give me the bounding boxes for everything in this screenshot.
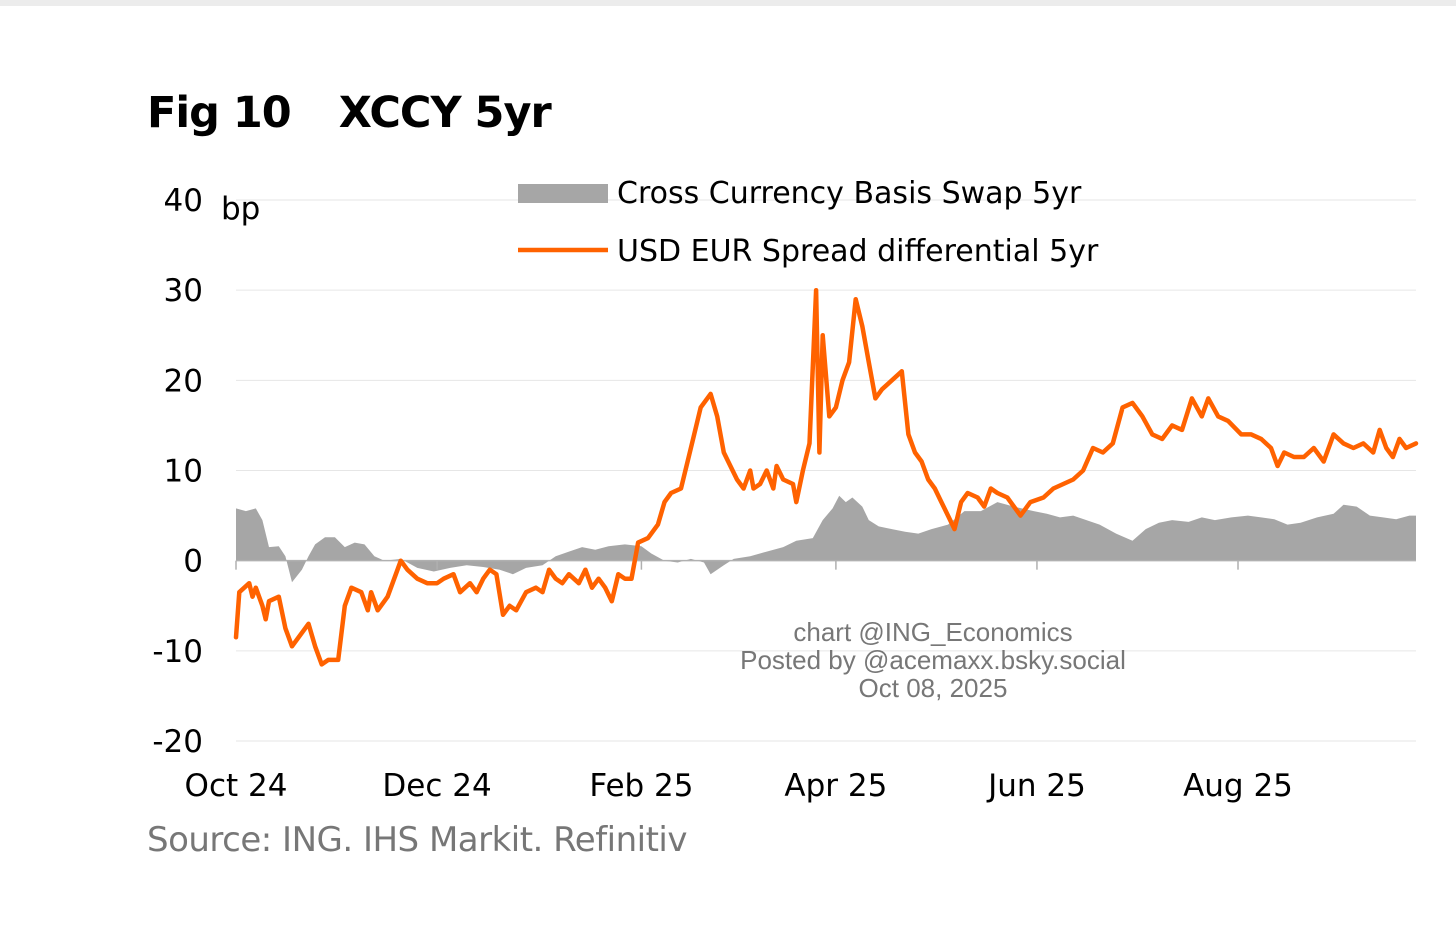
source-note: Source: ING. IHS Markit. Refinitiv xyxy=(147,820,688,860)
chart-legend: Cross Currency Basis Swap 5yr USD EUR Spr… xyxy=(518,176,1099,269)
legend-label-spread: USD EUR Spread differential 5yr xyxy=(617,234,1099,269)
x-tick-label: Apr 25 xyxy=(784,768,887,804)
x-tick-label: Oct 24 xyxy=(185,768,288,804)
spread-differential-line xyxy=(233,287,1419,667)
figure-title-text: XCCY 5yr xyxy=(338,88,552,138)
y-tick-label: -20 xyxy=(152,724,203,760)
watermark-line-1: chart @ING_Economics xyxy=(793,617,1073,647)
legend-swatch-basis-swap xyxy=(518,184,608,203)
y-tick-label: -10 xyxy=(152,634,203,670)
y-tick-label: 20 xyxy=(164,363,203,399)
x-tick-label: Dec 24 xyxy=(382,768,491,804)
x-tick-label: Jun 25 xyxy=(986,768,1086,804)
y-tick-label: 10 xyxy=(164,454,203,490)
watermark-line-2: Posted by @acemaxx.bsky.social xyxy=(740,645,1126,675)
y-tick-label: 40 xyxy=(164,183,203,219)
basis-swap-area xyxy=(236,495,1416,583)
legend-label-basis-swap: Cross Currency Basis Swap 5yr xyxy=(617,176,1082,211)
y-tick-label: 0 xyxy=(183,544,203,580)
watermark: chart @ING_Economics Posted by @acemaxx.… xyxy=(700,618,1166,702)
top-strip xyxy=(0,0,1456,6)
x-tick-label: Feb 25 xyxy=(589,768,693,804)
y-tick-label: 30 xyxy=(164,273,203,309)
figure-title: Fig 10 XCCY 5yr xyxy=(147,88,552,138)
y-axis-unit: bp xyxy=(221,191,260,227)
x-tick-label: Aug 25 xyxy=(1183,768,1293,804)
figure-label: Fig 10 xyxy=(147,88,292,138)
watermark-line-3: Oct 08, 2025 xyxy=(858,673,1008,703)
